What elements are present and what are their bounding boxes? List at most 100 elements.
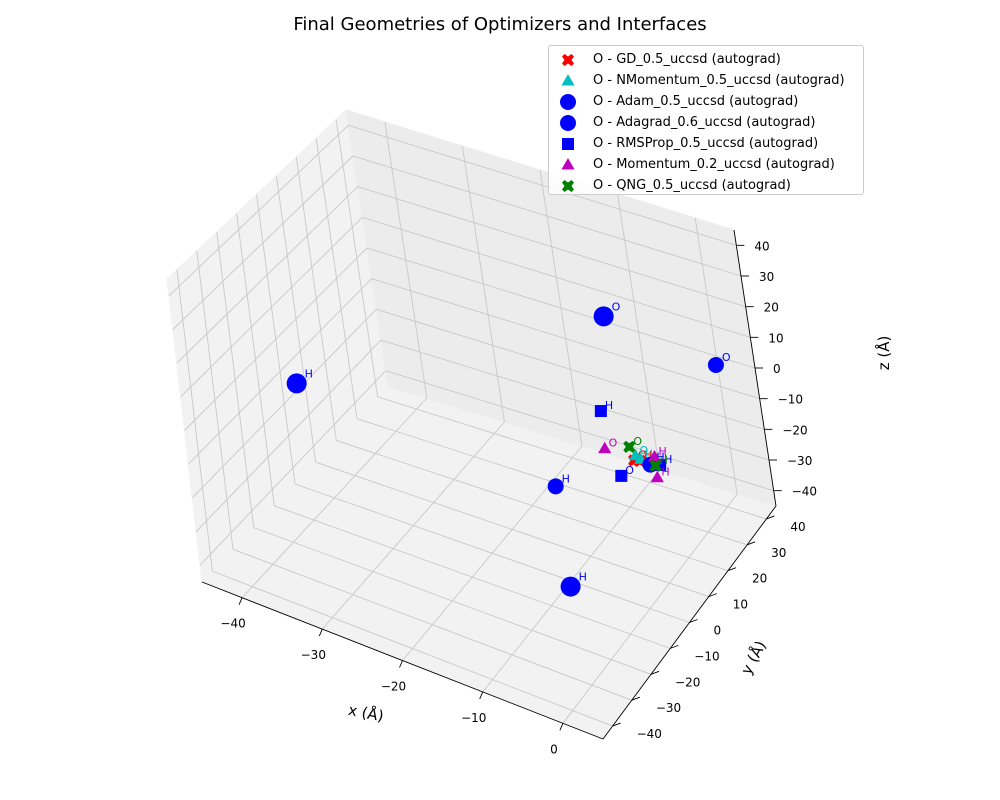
y-tick-label: −20 [675,675,700,689]
grid-line-back-z [352,155,742,277]
y-tick-mark [650,670,660,675]
data-point-label: H [664,453,672,466]
data-point [286,373,307,394]
legend-marker [557,91,579,112]
x-tick-mark [238,597,243,605]
legend-label: O - RMSProp_0.5_uccsd (autograd) [593,136,819,151]
grid-line-back-z [371,278,760,400]
y-tick-mark [708,593,717,598]
data-point-label: H [579,571,587,584]
legend-item: O - Momentum_0.2_uccsd (autograd) [557,154,863,175]
data-point-label: O [612,300,621,313]
data-point-label: O [638,448,647,461]
data-point [623,440,636,453]
axes-lines [201,229,782,740]
grid-line-back-z [380,339,770,461]
data-point-label: O [722,351,731,364]
data-point [707,356,724,373]
y-tick-label: 20 [752,572,767,586]
grid-line-back-z [362,216,751,338]
legend-marker-symbol [562,179,574,192]
grid-line-floor-y [336,440,729,572]
y-tick-label: −10 [694,649,719,663]
x-tick-mark [399,660,403,668]
z-tick-label: −10 [778,393,803,407]
grid-line-left-z [195,339,382,532]
y-tick-label: 10 [733,598,748,612]
grid-line-back-z [366,247,756,369]
legend: O - GD_0.5_uccsd (autograd) O - NMomentum… [548,45,864,195]
data-point [615,469,628,482]
x-tick-label: 0 [550,742,558,756]
grid-line-floor-y [212,570,613,727]
z-tick-label: 10 [768,331,783,345]
data-point-label: O [640,444,649,457]
data-point-label: H [656,451,664,464]
data-point-label: H [659,454,667,467]
legend-marker [557,175,579,196]
y-tick-label: 0 [714,624,722,638]
y-tick-label: −40 [637,727,662,741]
x-tick-mark [318,628,323,637]
y-tick-mark [689,619,698,623]
legend-marker [557,112,579,133]
z-tick-label: −30 [787,454,812,468]
y-tick-mark [766,515,775,520]
data-point [649,459,662,472]
grid-line-left-z [172,155,354,330]
z-tick-label: −40 [792,485,817,499]
legend-label: O - GD_0.5_uccsd (autograd) [593,52,781,67]
legend-marker-symbol [562,137,574,150]
legend-label: O - NMomentum_0.5_uccsd (autograd) [593,73,845,88]
z-tick-label: 40 [754,239,769,253]
grid-line-floor-y [232,548,632,701]
grid-line-back-z [357,186,746,308]
x-tick-label: −30 [301,648,326,662]
z-tick-label: −20 [782,423,807,437]
grid-line-back-z [348,124,737,246]
grid-line-floor-y [315,461,709,598]
grid-line-floor-y [253,527,652,675]
data-point [547,478,564,495]
legend-item: O - RMSProp_0.5_uccsd (autograd) [557,133,863,154]
grid-line-left-z [180,217,363,398]
x-tick-label: −10 [461,711,486,725]
y-tick-label: −30 [656,701,681,715]
data-point-label: H [605,399,613,412]
legend-label: O - Momentum_0.2_uccsd (autograd) [593,157,835,172]
legend-marker [557,154,579,175]
legend-item: O - GD_0.5_uccsd (autograd) [557,49,863,70]
chart-title: Final Geometries of Optimizers and Inter… [293,14,706,35]
z-tick-label: 30 [759,270,774,284]
legend-label: O - Adam_0.5_uccsd (autograd) [593,94,799,109]
data-point [594,405,607,418]
y-tick-label: 30 [771,546,786,560]
legend-label: O - Adagrad_0.6_uccsd (autograd) [593,115,816,130]
data-point-label: O [633,435,642,448]
data-point-label: H [645,447,653,460]
legend-marker-symbol [562,53,574,66]
data-point-label: H [644,449,652,462]
y-tick-label: 40 [790,520,805,534]
axes-grid [168,119,774,727]
grid-line-floor-y [274,505,671,649]
grid-line-left-z [168,125,349,297]
legend-item: O - QNG_0.5_uccsd (autograd) [557,175,863,196]
data-point-label: H [305,367,313,380]
data-point-label: O [609,437,618,450]
data-point-label: H [659,445,667,458]
data-point-label: H [661,466,669,479]
x-tick-label: −40 [220,617,245,631]
grid-line-left-z [176,186,358,364]
legend-marker [557,133,579,154]
grid-line-left-z [188,278,372,465]
grid-line-left-z [184,247,368,431]
legend-marker-symbol [560,93,576,110]
legend-label: O - QNG_0.5_uccsd (autograd) [593,178,791,193]
data-point [593,306,614,327]
data-point [647,450,662,462]
grid-line-floor-y [377,396,767,520]
x-tick-mark [479,691,484,700]
